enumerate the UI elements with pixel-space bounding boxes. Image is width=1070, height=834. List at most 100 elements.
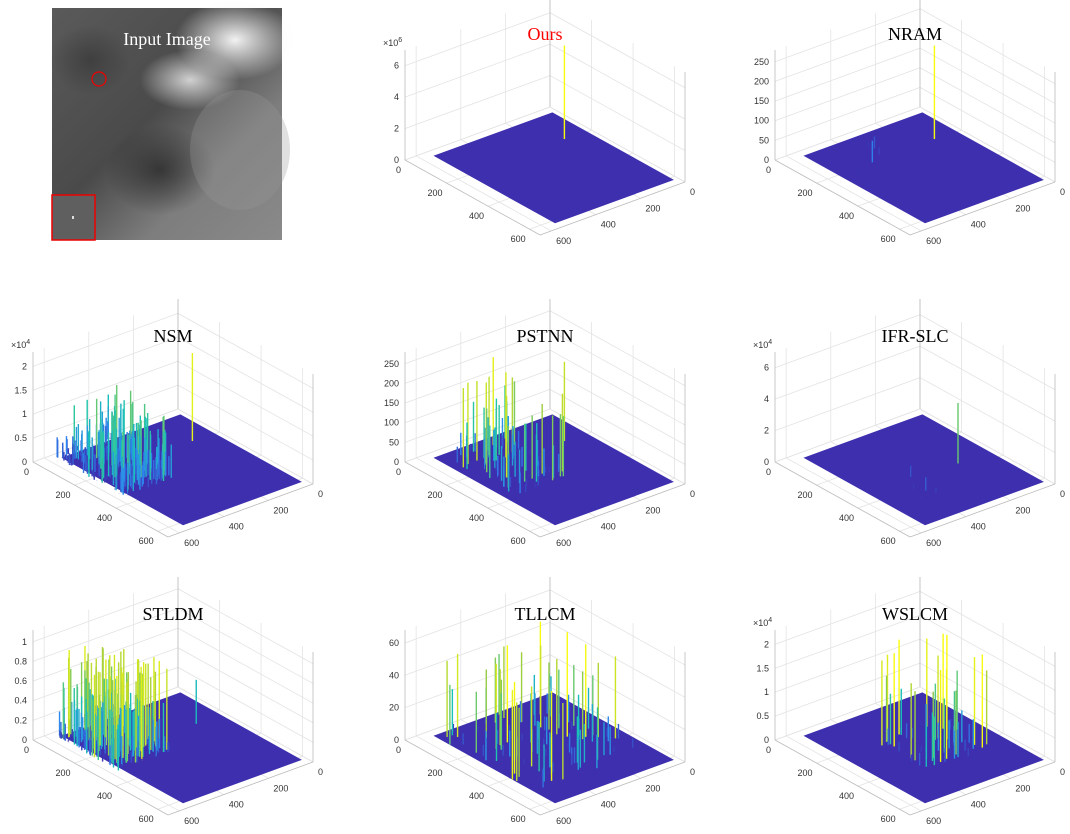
z-grid-line — [919, 28, 1056, 104]
y-grid-line — [177, 686, 314, 763]
axis-edge — [909, 761, 1056, 816]
panel-title: NRAM — [888, 24, 942, 44]
y-tick-label: 400 — [229, 522, 244, 532]
z-grid-line — [774, 47, 921, 102]
y-tick-label: 400 — [601, 800, 616, 810]
z-grid-line — [774, 86, 921, 141]
z-grid-line — [177, 647, 314, 724]
y-tick-label: 600 — [926, 236, 941, 246]
axis-edge — [32, 461, 169, 538]
light-region — [190, 90, 290, 210]
y-tick-label: 0 — [318, 489, 323, 499]
z-tick-label: 150 — [754, 96, 769, 106]
y-grid-line — [43, 735, 180, 812]
z-grid-line — [774, 614, 921, 669]
z-grid-line — [32, 360, 179, 415]
z-grid-line — [32, 384, 179, 439]
z-tick-label: 2 — [394, 124, 399, 134]
multiplier-exponent: 6 — [398, 37, 402, 44]
z-grid-line — [549, 369, 686, 446]
x-tick-label: 600 — [139, 814, 154, 824]
axis-edge — [774, 739, 911, 816]
x-grid-line — [404, 686, 551, 741]
multiplier-exponent: 4 — [26, 339, 30, 346]
z-grid-line — [177, 667, 314, 743]
x-tick-label: 400 — [839, 513, 854, 523]
z-grid-line — [32, 608, 179, 662]
z-grid-line — [774, 8, 921, 63]
axis-edge — [774, 461, 911, 538]
axis-edge — [404, 739, 541, 816]
z-grid-line — [177, 312, 314, 389]
input-image: Input Image — [50, 0, 295, 241]
y-tick-label: 0 — [1060, 489, 1065, 499]
z-tick-label: 0.2 — [14, 715, 27, 725]
dark-region — [105, 125, 215, 215]
x-tick-label: 200 — [798, 490, 813, 500]
z-multiplier: ×104 — [753, 617, 772, 628]
y-tick-label: 200 — [1015, 505, 1030, 515]
x-tick-label: 200 — [798, 188, 813, 198]
z-tick-label: 1.5 — [14, 385, 27, 395]
z-tick-label: 6 — [764, 363, 769, 373]
surface-plane — [803, 112, 1044, 224]
z-grid-line — [177, 588, 314, 665]
y-tick-label: 0 — [690, 187, 695, 197]
surface-plane — [433, 692, 674, 804]
panel-title: PSTNN — [516, 326, 573, 346]
z-tick-label: 0.8 — [14, 656, 27, 666]
x-tick-label: 0 — [396, 745, 401, 755]
inset-target — [72, 216, 74, 219]
target-circle — [91, 71, 107, 87]
axis-edge — [404, 159, 541, 236]
z-grid-line — [919, 377, 1056, 453]
dark-region — [50, 25, 130, 95]
x-tick-label: 600 — [511, 536, 526, 546]
z-grid-line — [404, 621, 551, 676]
z-tick-label: 50 — [759, 135, 769, 145]
multiplier-base: ×10 — [383, 38, 398, 48]
x-tick-label: 0 — [396, 165, 401, 175]
y-tick-label: 400 — [971, 522, 986, 532]
y-tick-label: 200 — [1015, 203, 1030, 213]
z-grid-line — [549, 75, 686, 151]
z-tick-label: 0 — [764, 155, 769, 165]
y-tick-label: 0 — [690, 767, 695, 777]
multiplier-base: ×10 — [753, 618, 768, 628]
y-grid-line — [919, 408, 1056, 485]
axis-edge — [539, 761, 686, 816]
y-tick-label: 200 — [645, 783, 660, 793]
y-grid-line — [785, 155, 922, 232]
z-grid-line — [919, 590, 1056, 667]
z-tick-label: 0 — [764, 735, 769, 745]
x-tick-label: 600 — [511, 814, 526, 824]
z-tick-label: 2 — [764, 639, 769, 649]
z-grid-line — [32, 336, 179, 391]
axis-edge — [167, 761, 314, 816]
y-tick-label: 600 — [926, 538, 941, 548]
x-tick-label: 200 — [56, 490, 71, 500]
x-tick-label: 0 — [766, 165, 771, 175]
z-grid-line — [549, 330, 686, 406]
y-grid-line — [415, 457, 552, 534]
panel-title: Ours — [528, 24, 563, 44]
x-tick-label: 400 — [839, 791, 854, 801]
z-grid-line — [774, 345, 921, 400]
x-grid-line — [774, 686, 921, 741]
z-tick-label: 0.5 — [756, 711, 769, 721]
z-tick-label: 150 — [384, 398, 399, 408]
z-tick-label: 50 — [389, 437, 399, 447]
z-grid-line — [177, 384, 314, 461]
y-grid-line — [549, 408, 686, 485]
z-grid-line — [177, 608, 314, 684]
y-tick-label: 600 — [184, 816, 199, 826]
z-multiplier: ×106 — [383, 37, 402, 48]
x-tick-label: 400 — [469, 513, 484, 523]
x-grid-line — [774, 408, 921, 463]
z-grid-line — [404, 310, 551, 365]
multiplier-exponent: 4 — [768, 339, 772, 346]
axis-edge — [774, 159, 911, 236]
x-tick-label: 600 — [881, 814, 896, 824]
